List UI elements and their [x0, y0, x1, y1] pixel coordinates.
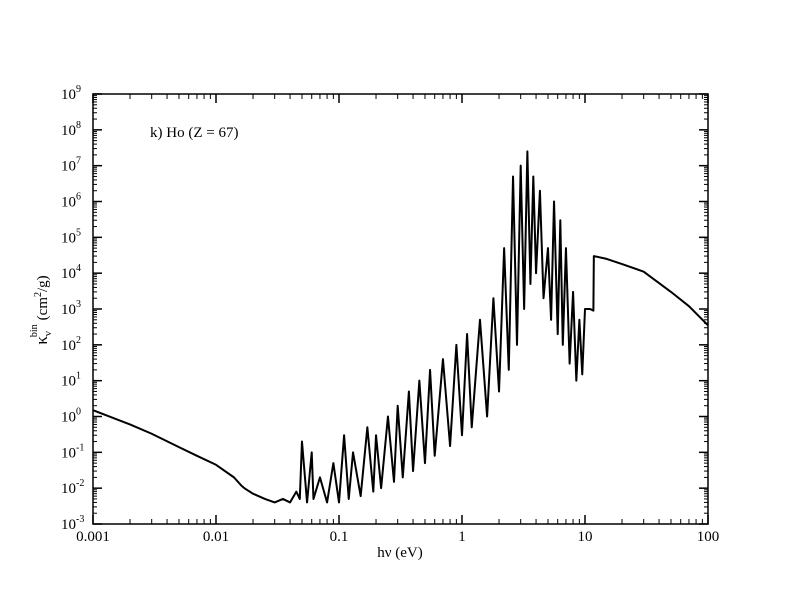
y-tick-base: 10	[61, 266, 76, 282]
y-tick-label: 10-1	[61, 442, 84, 461]
y-tick-base: 10	[61, 195, 76, 211]
y-tick-exponent: 7	[76, 156, 81, 167]
y-tick-exponent: 2	[76, 335, 81, 346]
y-tick-label: 109	[61, 84, 81, 103]
y-axis-label-text: κνbin (cm2/g)	[29, 275, 54, 344]
y-tick-label: 108	[61, 120, 81, 139]
plot-frame	[92, 93, 709, 525]
x-tick-label: 100	[697, 529, 720, 545]
y-tick-base: 10	[61, 87, 76, 103]
y-unit: (cm	[35, 297, 51, 321]
x-tick-label: 0.1	[330, 529, 349, 545]
y-symbol: κ	[32, 336, 51, 345]
y-tick-exponent: 9	[76, 84, 81, 95]
y-tick-label: 10-3	[61, 514, 84, 533]
y-tick-base: 10	[61, 410, 76, 426]
y-tick-label: 107	[61, 156, 81, 175]
y-tick-label: 105	[61, 227, 81, 246]
y-tick-base: 10	[61, 517, 76, 533]
y-tick-base: 10	[61, 338, 76, 354]
y-tick-exponent: 0	[76, 407, 81, 418]
y-tick-exponent: -3	[76, 514, 84, 525]
y-tick-label: 106	[61, 192, 81, 211]
y-subscript: ν	[42, 331, 54, 336]
y-tick-label: 104	[61, 263, 81, 282]
y-tick-label: 102	[61, 335, 81, 354]
y-superscript: bin	[29, 324, 40, 337]
y-tick-base: 10	[61, 445, 76, 461]
y-tick-label: 100	[61, 407, 81, 426]
y-unit-exponent: 2	[33, 292, 44, 297]
y-tick-exponent: 8	[76, 120, 81, 131]
y-tick-base: 10	[61, 123, 76, 139]
x-tick-label: 10	[578, 529, 593, 545]
y-tick-exponent: 5	[76, 227, 81, 238]
y-tick-base: 10	[61, 159, 76, 175]
data-line	[92, 150, 709, 504]
y-tick-exponent: 6	[76, 192, 81, 203]
y-tick-label: 101	[61, 371, 81, 390]
y-tick-label: 103	[61, 299, 81, 318]
y-tick-base: 10	[61, 230, 76, 246]
x-tick-label: 0.01	[203, 529, 229, 545]
y-tick-exponent: 3	[76, 299, 81, 310]
x-tick-label: 0.001	[76, 529, 110, 545]
y-tick-exponent: -2	[76, 478, 84, 489]
y-tick-label: 10-2	[61, 478, 84, 497]
x-tick-label: 1	[458, 529, 466, 545]
y-axis-label: κνbin (cm2/g)	[29, 275, 54, 344]
y-tick-exponent: 4	[76, 263, 81, 274]
y-unit-end: /g)	[35, 275, 51, 292]
y-tick-base: 10	[61, 374, 76, 390]
y-tick-exponent: 1	[76, 371, 81, 382]
y-tick-base: 10	[61, 481, 76, 497]
y-tick-exponent: -1	[76, 442, 84, 453]
x-axis-label: hν (eV)	[377, 545, 423, 561]
annotation: k) Ho (Z = 67)	[150, 125, 238, 141]
y-tick-base: 10	[61, 302, 76, 318]
